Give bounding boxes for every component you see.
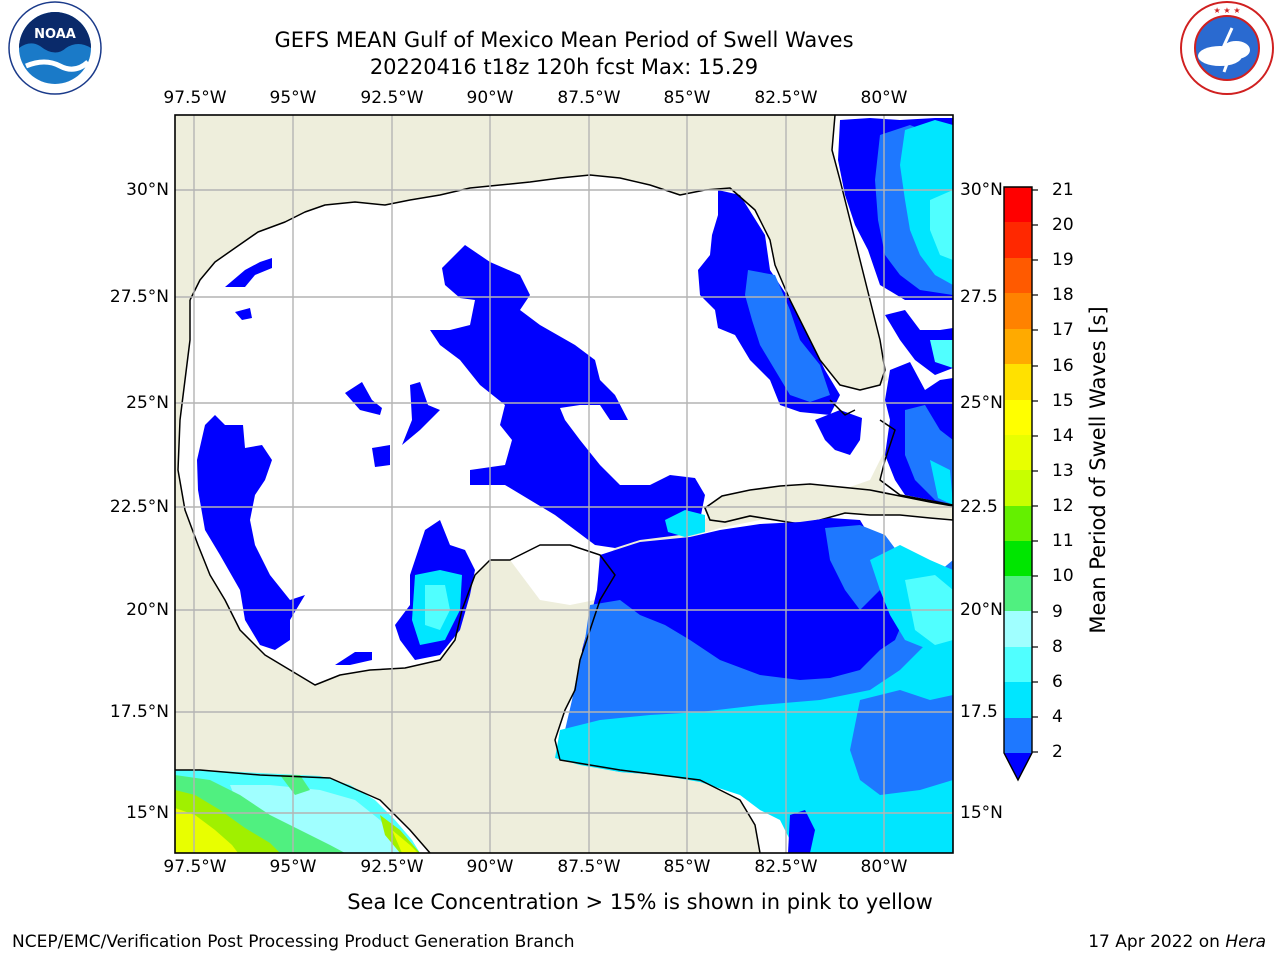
colorbar [1003,186,1038,782]
lon-label-top: 87.5°W [557,88,621,108]
lat-label-right: 30°N [960,180,1003,200]
lat-label-right: 27.5 [960,287,998,307]
footer-date: 17 Apr 2022 on Hera [1088,932,1266,952]
colorbar-tick: 13 [1052,461,1074,481]
lat-label-left: 27.5°N [109,287,169,307]
colorbar-tick: 8 [1052,637,1063,657]
lat-label-right: 17.5 [960,702,998,722]
lon-label-top: 92.5°W [360,88,424,108]
period-contours [175,118,953,853]
lat-label-right: 22.5 [960,497,998,517]
colorbar-label: Mean Period of Swell Waves [s] [1086,306,1110,634]
lon-label-bottom: 87.5°W [557,857,621,877]
graticule [175,115,953,853]
lat-label-left: 30°N [126,180,169,200]
lat-label-left: 15°N [126,803,169,823]
colorbar-tick: 11 [1052,531,1074,551]
colorbar-tick: 12 [1052,496,1074,516]
lon-label-top: 90°W [466,88,514,108]
lon-label-top: 97.5°W [163,88,227,108]
svg-text:NOAA: NOAA [34,27,76,42]
lat-label-right: 20°N [960,600,1003,620]
chart-subtitle: 20220416 t18z 120h fcst Max: 15.29 [369,55,759,79]
footer-date-text: 17 Apr 2022 on [1088,932,1220,952]
lon-label-bottom: 80°W [860,857,908,877]
colorbar-tick: 17 [1052,320,1074,340]
colorbar-tick: 21 [1052,180,1074,200]
map-area [175,115,953,853]
nws-logo: ★ ★ ★ [1180,1,1274,95]
footer-credit: NCEP/EMC/Verification Post Processing Pr… [12,932,575,952]
caption: Sea Ice Concentration > 15% is shown in … [347,890,933,914]
lat-label-right: 15°N [960,803,1003,823]
lon-label-top: 85°W [663,88,711,108]
noaa-logo: NOAA [8,1,102,95]
lon-label-top: 80°W [860,88,908,108]
colorbar-tick: 2 [1052,742,1063,762]
colorbar-tick: 6 [1052,672,1063,692]
colorbar-tick: 16 [1052,356,1074,376]
lat-label-left: 17.5°N [109,702,169,722]
lat-label-left: 20°N [126,600,169,620]
map-frame [174,114,954,854]
svg-text:★ ★ ★: ★ ★ ★ [1213,6,1240,15]
lon-label-bottom: 97.5°W [163,857,227,877]
lon-label-bottom: 82.5°W [754,857,818,877]
lat-label-right: 25°N [960,393,1003,413]
colorbar-tick: 19 [1052,250,1074,270]
coastlines [175,115,953,853]
lon-label-top: 82.5°W [754,88,818,108]
lon-label-bottom: 85°W [663,857,711,877]
footer-host: Hera [1225,932,1266,952]
lon-label-bottom: 90°W [466,857,514,877]
chart-title: GEFS MEAN Gulf of Mexico Mean Period of … [274,28,854,52]
colorbar-tick: 15 [1052,391,1074,411]
colorbar-tick: 18 [1052,285,1074,305]
lon-label-top: 95°W [269,88,317,108]
colorbar-tick: 20 [1052,215,1074,235]
colorbar-tick: 14 [1052,426,1074,446]
lat-label-left: 25°N [126,393,169,413]
lon-label-bottom: 92.5°W [360,857,424,877]
cuba-island [704,483,953,525]
colorbar-tick: 4 [1052,707,1063,727]
lon-label-bottom: 95°W [269,857,317,877]
colorbar-tick: 10 [1052,566,1074,586]
colorbar-tick: 9 [1052,602,1063,622]
lat-label-left: 22.5°N [109,497,169,517]
